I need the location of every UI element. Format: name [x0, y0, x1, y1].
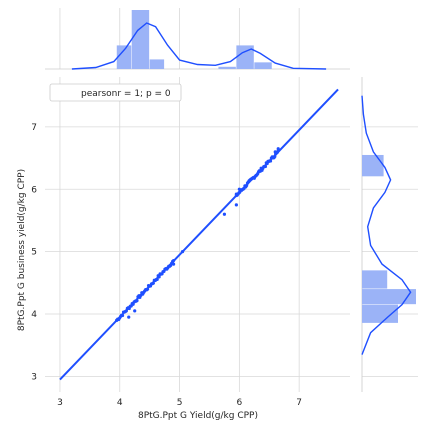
legend-marker	[62, 90, 66, 94]
legend-text: pearsonr = 1; p = 0	[81, 89, 171, 99]
marginal-x-kde	[71, 22, 327, 70]
scatter-point	[245, 183, 249, 188]
marginal-y-histogram	[361, 95, 416, 355]
scatter-point	[120, 313, 125, 318]
y-tick-label: 7	[31, 123, 37, 133]
scatter-point	[171, 258, 176, 263]
marginal-y-kde	[361, 95, 412, 355]
legend: pearsonr = 1; p = 0	[49, 83, 182, 102]
scatter-point	[273, 150, 277, 154]
scatter-point	[276, 147, 280, 151]
tick-labels: 3 4 5 6 7 3 4 5 6 7	[31, 123, 302, 408]
scatter-point	[145, 287, 150, 291]
scatter-point	[124, 309, 128, 313]
scatter-point	[234, 203, 238, 207]
y-tick-label: 6	[31, 185, 37, 195]
legend-box	[49, 83, 182, 102]
x-tick-label: 5	[177, 398, 183, 408]
x-tick-label: 4	[117, 398, 123, 408]
scatter-point	[268, 159, 273, 163]
marginal-x-bar	[218, 66, 236, 69]
y-tick-label: 3	[31, 372, 37, 382]
scatter-point	[263, 164, 268, 169]
scatter-point	[273, 154, 277, 159]
marginal-x-bar	[236, 45, 254, 69]
scatter-point	[180, 250, 185, 254]
x-tick-label: 7	[296, 398, 302, 408]
scatter-point	[222, 212, 227, 216]
marginal-x-bar	[149, 59, 165, 69]
x-axis-label: 8PtG.Ppt G Yield(g/kg CPP)	[138, 411, 258, 421]
regression-line-path	[59, 88, 339, 381]
marginal-x-bar	[131, 10, 150, 69]
marginal-y-bar	[362, 289, 416, 305]
scatter-point	[157, 275, 161, 279]
x-tick-label: 3	[57, 398, 63, 408]
scatter-point	[115, 318, 119, 322]
y-axis-label: 8PtG.Ppt G business yield(g/kg CPP)	[17, 169, 27, 331]
y-tick-label: 5	[31, 248, 37, 258]
regression-line	[59, 88, 339, 381]
x-tick-label: 6	[236, 398, 242, 408]
marginal-y-bar	[362, 304, 398, 323]
scatter-point	[133, 309, 137, 313]
scatter-point	[237, 187, 241, 191]
scatter-point	[135, 298, 139, 303]
scatter-point	[155, 277, 159, 281]
marginal-x-histogram	[71, 10, 327, 70]
scatter-point	[151, 281, 155, 285]
marginal-y-bar	[362, 154, 384, 177]
grid	[45, 8, 418, 392]
y-tick-label: 4	[31, 310, 37, 320]
scatter-point	[234, 193, 238, 198]
scatter-points	[115, 147, 280, 322]
scatter-point	[171, 262, 176, 266]
marginal-y-bar	[362, 270, 388, 289]
marginal-x-bar	[116, 45, 132, 69]
marginal-x-bar	[254, 62, 272, 69]
scatter-point	[127, 315, 131, 319]
